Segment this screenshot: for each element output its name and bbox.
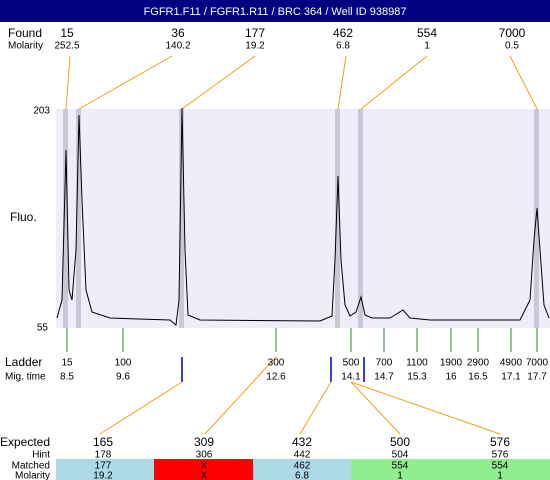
- matched-value: 177: [95, 461, 112, 472]
- hint-value: 442: [294, 450, 311, 461]
- ladder-size: 700: [376, 358, 393, 369]
- hint-value: 504: [392, 450, 409, 461]
- ladder-size: 1100: [406, 358, 428, 369]
- found-value: 7000: [499, 26, 526, 40]
- matched-value: 554: [492, 461, 509, 472]
- ladder-time: 12.6: [266, 372, 286, 383]
- ladder-size: 7000: [526, 358, 549, 369]
- hint-label: Hint: [32, 450, 50, 461]
- expected-label: Expected: [0, 435, 50, 449]
- sample-marks: [181, 357, 365, 382]
- matched-value: 554: [392, 461, 409, 472]
- found-molarity: 1: [424, 41, 430, 52]
- expected-value: 309: [194, 435, 214, 449]
- matched-value: 462: [294, 461, 311, 472]
- ladder-time: 15.3: [407, 372, 427, 383]
- y-min: 55: [37, 323, 49, 334]
- ladder-time: 17.7: [527, 372, 547, 383]
- molarity-label: Molarity: [8, 41, 43, 52]
- hint-value: 306: [196, 450, 213, 461]
- found-value: 177: [245, 26, 265, 40]
- result-molarity: 6.8: [295, 471, 309, 480]
- ladder-size: 2900: [467, 358, 490, 369]
- y-label: Fluo.: [10, 210, 37, 224]
- ladder-time: 8.5: [60, 372, 74, 383]
- found-connectors: [65, 55, 538, 110]
- time-label: Mig. time: [5, 372, 46, 383]
- ladder-ticks: [66, 328, 538, 352]
- found-value: 462: [333, 26, 353, 40]
- ladder-size: 300: [268, 358, 285, 369]
- result-molarity: 1: [497, 471, 503, 480]
- matched-value: X: [201, 461, 208, 472]
- title: FGFR1.F11 / FGFR1.R11 / BRC 364 / Well I…: [144, 6, 407, 18]
- found-label: Found: [8, 26, 42, 40]
- ladder-size: 100: [115, 358, 132, 369]
- ladder-size: 4900: [500, 358, 523, 369]
- matched-label: Matched: [12, 461, 50, 472]
- ladder-label: Ladder: [5, 355, 42, 369]
- ladder-size: 500: [343, 358, 360, 369]
- ladder-size: 1900: [440, 358, 463, 369]
- ladder-time: 16: [445, 372, 457, 383]
- found-value: 15: [60, 26, 74, 40]
- title-bar: [0, 0, 550, 22]
- found-molarity: 252.5: [54, 41, 79, 52]
- result-molarity: 1: [397, 471, 403, 480]
- found-molarity: 19.2: [245, 41, 265, 52]
- ladder-time: 16.5: [468, 372, 488, 383]
- found-molarity: 0.5: [505, 41, 519, 52]
- y-max: 203: [33, 106, 50, 117]
- found-value: 554: [417, 26, 437, 40]
- expected-value: 500: [390, 435, 410, 449]
- result-molarity: X: [201, 471, 208, 480]
- ladder-time: 9.6: [116, 372, 130, 383]
- expected-value: 432: [292, 435, 312, 449]
- expected-connectors: [99, 356, 501, 435]
- hint-value: 178: [95, 450, 112, 461]
- ladder-time: 14.7: [374, 372, 394, 383]
- found-value: 36: [171, 26, 185, 40]
- ladder-time: 14.1: [341, 372, 361, 383]
- ladder-size: 15: [61, 358, 73, 369]
- expected-value: 165: [93, 435, 113, 449]
- found-molarity: 6.8: [336, 41, 350, 52]
- hint-value: 576: [492, 450, 509, 461]
- expected-value: 576: [490, 435, 510, 449]
- matched-cells: [56, 459, 550, 480]
- trace: [56, 107, 550, 326]
- result-molarity-label: Molarity: [15, 471, 50, 480]
- found-molarity: 140.2: [165, 41, 190, 52]
- result-molarity: 19.2: [93, 471, 113, 480]
- ladder-time: 17.1: [501, 372, 521, 383]
- plot-area: [56, 109, 550, 328]
